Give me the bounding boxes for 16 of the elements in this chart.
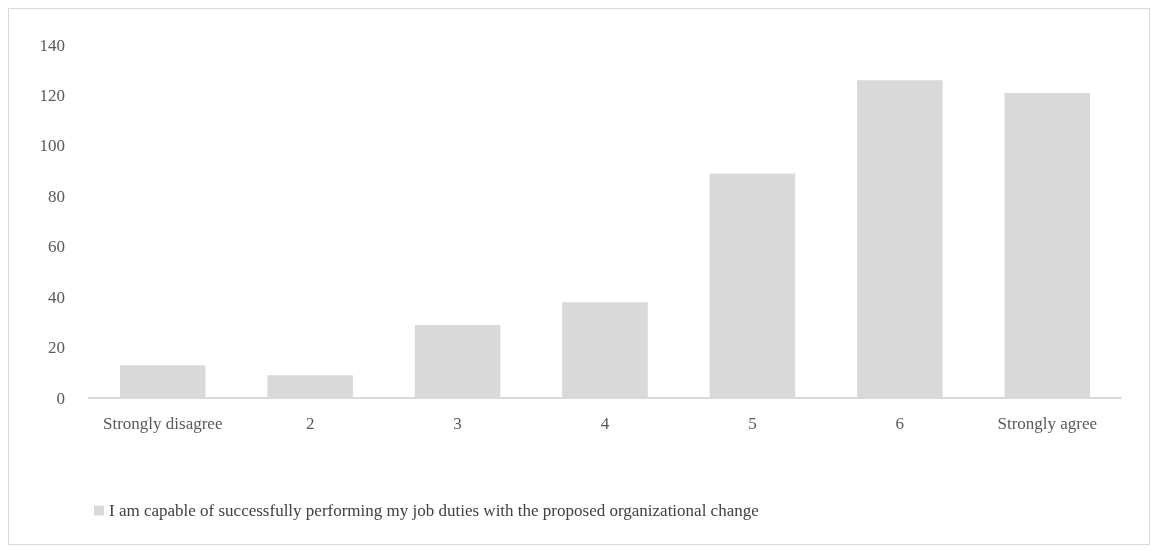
y-tick-label: 20 bbox=[48, 338, 65, 358]
x-tick-label: 4 bbox=[600, 413, 610, 433]
y-tick-label: 0 bbox=[56, 388, 65, 408]
y-tick-label: 80 bbox=[48, 186, 65, 206]
x-tick-label: 5 bbox=[748, 413, 757, 433]
x-tick-label: Strongly agree bbox=[997, 413, 1098, 433]
y-tick-label: 100 bbox=[39, 136, 65, 156]
y-tick-label: 60 bbox=[48, 237, 65, 257]
y-tick-label: 140 bbox=[39, 35, 65, 55]
x-tick-label: 2 bbox=[305, 413, 315, 433]
y-tick-label: 120 bbox=[39, 85, 65, 105]
x-tick-label: Strongly disagree bbox=[102, 413, 223, 433]
x-tick-label: 3 bbox=[453, 413, 462, 433]
legend-label: I am capable of successfully performing my job duties with the proposed organizational change bbox=[109, 501, 759, 520]
x-tick-label: 6 bbox=[895, 413, 905, 433]
y-tick-label: 40 bbox=[48, 287, 65, 307]
